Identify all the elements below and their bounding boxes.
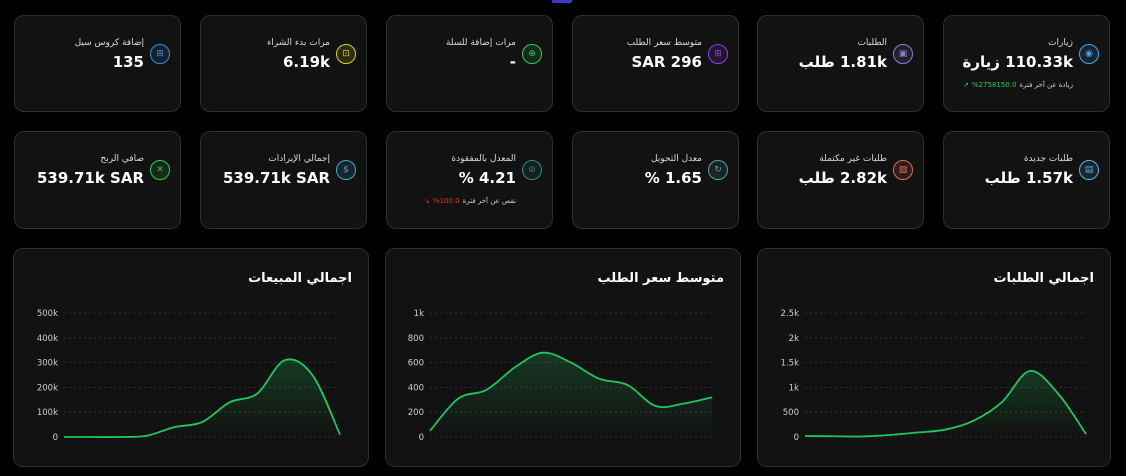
stat-value: 539.71k SAR xyxy=(222,169,330,187)
series-line xyxy=(64,358,341,438)
stat-card-eye: ◉ زيارات 110.33k زيارة زيادة عن آخر فترة275… xyxy=(943,15,1110,112)
box-icon: ▣ xyxy=(893,44,913,64)
y-tick-label: 0 xyxy=(53,433,58,443)
stat-title: مرات بدء الشراء xyxy=(267,38,330,48)
stat-title: متوسط سعر الطلب xyxy=(626,38,702,48)
stat-card-new-order: ▤ طلبات جديدة 1.57k طلب xyxy=(943,131,1110,229)
chart-title: متوسط سعر الطلب xyxy=(597,271,724,286)
eye-icon: ◉ xyxy=(1079,44,1099,64)
chart-card-average-order-price: متوسط سعر الطلب 0 200 400 600 800 1k xyxy=(385,248,741,467)
stat-title: زيارات xyxy=(1048,38,1073,48)
stat-card-profit: ✕ صافي الربح 539.71k SAR xyxy=(14,131,181,229)
lost-rate-icon: ⊘ xyxy=(522,160,542,180)
stat-value: 1.81k طلب xyxy=(798,53,887,71)
y-tick-label: 200k xyxy=(37,383,58,393)
trend-percent: 2758150.0% xyxy=(971,81,1017,89)
y-tick-label: 0 xyxy=(794,433,799,443)
stat-title: صافي الربح xyxy=(100,154,144,164)
series-line xyxy=(429,351,713,432)
y-tick-label: 2k xyxy=(789,334,799,344)
stat-value: 6.19k xyxy=(283,53,330,71)
revenue-icon: $ xyxy=(336,160,356,180)
stat-title: طلبات جديدة xyxy=(1023,154,1073,164)
stat-value: 135 xyxy=(112,53,144,71)
y-tick-label: 200 xyxy=(408,408,424,418)
stat-card-revenue: $ إجمالي الإيرادات 539.71k SAR xyxy=(200,131,367,229)
y-tick-label: 1.5k xyxy=(781,359,800,369)
chart-card-total-sales: اجمالي المبيعات 0 100k 200k 300k 400k 500k xyxy=(13,248,369,467)
cart-icon: ⊞ xyxy=(708,44,728,64)
stat-title: الطلبات xyxy=(857,38,887,48)
stat-card-box: ▣ الطلبات 1.81k طلب xyxy=(757,15,924,112)
incomplete-order-icon: ▧ xyxy=(893,160,913,180)
stat-card-incomplete-order: ▧ طلبات غير مكتملة 2.82k طلب xyxy=(757,131,924,229)
stat-value: 4.21 % xyxy=(458,169,516,187)
y-tick-label: 0 xyxy=(419,433,424,443)
conversion-icon: ↻ xyxy=(708,160,728,180)
stat-title: إجمالي الإيرادات xyxy=(268,154,330,164)
y-tick-label: 500 xyxy=(783,408,799,418)
stat-value: 2.82k طلب xyxy=(798,169,887,187)
stat-title: مرات إضافة للسلة xyxy=(445,38,516,48)
profit-icon: ✕ xyxy=(150,160,170,180)
y-tick-label: 300k xyxy=(37,359,58,369)
trend-arrow-icon: ↗ xyxy=(963,81,969,89)
stat-value: 1.57k طلب xyxy=(984,169,1073,187)
stat-trend: نقص عن آخر فترة100.0%↘ xyxy=(424,197,516,205)
total-orders-chart: 0 500 1k 1.5k 2k 2.5k xyxy=(781,309,1087,443)
trend-text: زيادة عن آخر فترة xyxy=(1019,81,1073,89)
y-tick-label: 500k xyxy=(37,309,58,319)
stat-value: 110.33k زيارة xyxy=(962,53,1073,71)
series-area xyxy=(430,352,712,437)
stat-card-checkout-cart: ⊡ مرات بدء الشراء 6.19k xyxy=(200,15,367,112)
stat-value: - xyxy=(509,53,516,71)
average-order-price-chart: 0 200 400 600 800 1k xyxy=(408,309,713,443)
y-tick-label: 400 xyxy=(408,383,424,393)
y-tick-label: 1k xyxy=(414,309,424,319)
stat-trend: زيادة عن آخر فترة2758150.0%↗ xyxy=(963,81,1073,89)
y-tick-label: 600 xyxy=(408,359,424,369)
y-tick-label: 800 xyxy=(408,334,424,344)
stat-value: 1.65 % xyxy=(644,169,702,187)
checkout-cart-icon: ⊡ xyxy=(336,44,356,64)
chart-title: اجمالي الطلبات xyxy=(993,271,1094,286)
chart-card-total-orders: اجمالي الطلبات 0 500 1k 1.5k 2k 2.5k xyxy=(757,248,1111,467)
y-tick-label: 100k xyxy=(37,408,58,418)
trend-percent: 100.0% xyxy=(432,197,460,205)
stat-value: 539.71k SAR xyxy=(36,169,144,187)
stat-card-cart: ⊞ متوسط سعر الطلب SAR 296 xyxy=(572,15,739,112)
top-tab-indicator[interactable] xyxy=(552,0,572,3)
stat-value: SAR 296 xyxy=(631,53,703,71)
cross-sell-icon: ⊞ xyxy=(150,44,170,64)
series-area xyxy=(805,370,1086,437)
stat-card-add-cart: ⊕ مرات إضافة للسلة - xyxy=(386,15,553,112)
series-line xyxy=(804,370,1087,438)
stat-card-lost-rate: ⊘ المعدل بالمفقودة 4.21 % نقص عن آخر فترة10… xyxy=(386,131,553,229)
trend-arrow-icon: ↘ xyxy=(424,197,430,205)
trend-text: نقص عن آخر فترة xyxy=(462,197,516,205)
y-tick-label: 400k xyxy=(37,334,58,344)
stat-card-cross-sell: ⊞ إضافة كروس سيل 135 xyxy=(14,15,181,112)
stat-title: المعدل بالمفقودة xyxy=(451,154,516,164)
stat-title: معدل التحويل xyxy=(650,154,702,164)
new-order-icon: ▤ xyxy=(1079,160,1099,180)
stat-title: طلبات غير مكتملة xyxy=(819,154,887,164)
stat-title: إضافة كروس سيل xyxy=(74,38,144,48)
stat-card-conversion: ↻ معدل التحويل 1.65 % xyxy=(572,131,739,229)
y-tick-label: 2.5k xyxy=(781,309,800,319)
add-cart-icon: ⊕ xyxy=(522,44,542,64)
total-sales-chart: 0 100k 200k 300k 400k 500k xyxy=(37,309,341,443)
series-area xyxy=(64,359,340,438)
y-tick-label: 1k xyxy=(789,383,799,393)
chart-title: اجمالي المبيعات xyxy=(248,271,352,286)
